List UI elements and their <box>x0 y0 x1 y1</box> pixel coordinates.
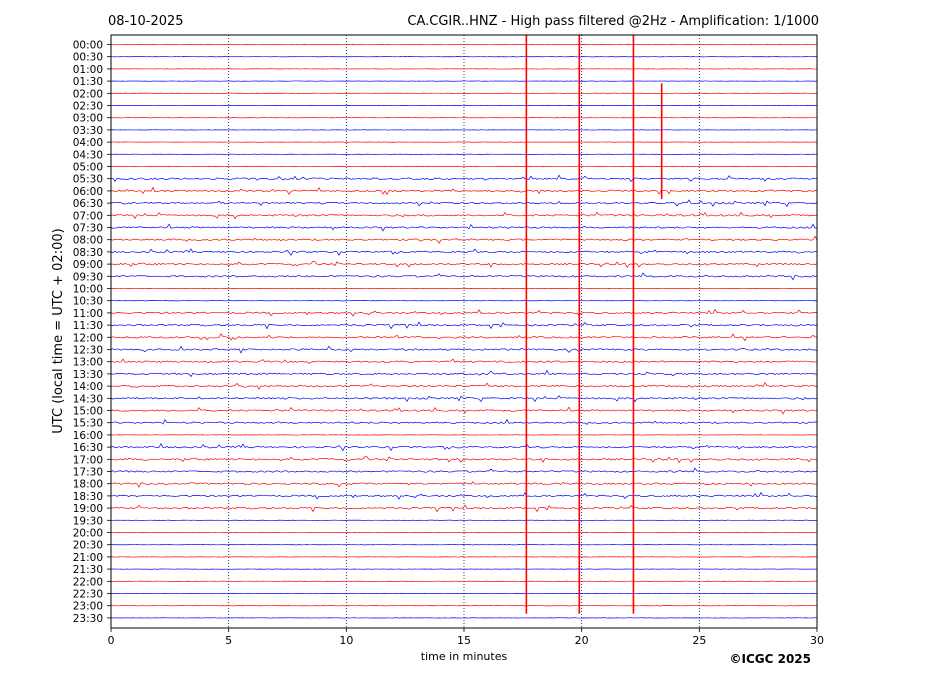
y-tick-label: 05:30 <box>73 174 103 186</box>
y-tick-label: 07:30 <box>73 223 103 235</box>
copyright-label: ©ICGC 2025 <box>729 652 811 666</box>
y-tick-label: 22:00 <box>73 576 103 588</box>
y-tick-label: 03:30 <box>73 125 103 137</box>
y-tick-label: 17:00 <box>73 454 103 466</box>
y-tick-label: 16:30 <box>73 442 103 454</box>
y-tick-label: 13:00 <box>73 357 103 369</box>
trace-line <box>110 333 818 342</box>
y-tick-label: 10:30 <box>73 296 103 308</box>
y-tick-label: 23:00 <box>73 601 103 613</box>
x-axis-label: time in minutes <box>421 650 508 663</box>
y-tick-label: 04:00 <box>73 137 103 149</box>
y-tick-label: 02:00 <box>73 88 103 100</box>
trace-line <box>110 272 818 281</box>
x-tick-label: 0 <box>108 634 115 647</box>
y-tick-label: 15:00 <box>73 406 103 418</box>
trace-line <box>110 223 818 232</box>
y-tick-label: 07:00 <box>73 210 103 222</box>
trace-line <box>110 358 818 364</box>
y-tick-label: 05:00 <box>73 162 103 174</box>
y-tick-label: 19:00 <box>73 503 103 515</box>
y-tick-label: 06:00 <box>73 186 103 198</box>
y-axis-label: UTC (local time = UTC + 02:00) <box>51 228 66 433</box>
y-tick-label: 02:30 <box>73 101 103 113</box>
y-tick-label: 14:00 <box>73 381 103 393</box>
event-spikes <box>525 35 663 614</box>
date-label: 08-10-2025 <box>108 14 184 29</box>
trace-line <box>110 418 818 425</box>
y-tick-label: 12:00 <box>73 332 103 344</box>
y-tick-label: 16:00 <box>73 430 103 442</box>
trace-line <box>110 248 818 256</box>
trace-line <box>110 406 818 415</box>
y-tick-label: 21:00 <box>73 552 103 564</box>
x-tick-label: 30 <box>810 634 824 647</box>
x-tick-label: 5 <box>225 634 232 647</box>
x-tick-label: 25 <box>692 634 706 647</box>
y-tick-label: 20:00 <box>73 528 103 540</box>
trace-line <box>110 381 818 390</box>
trace-line <box>110 235 818 244</box>
y-tick-label: 18:30 <box>73 491 103 503</box>
y-tick-label: 09:00 <box>73 259 103 271</box>
trace-line <box>110 211 818 220</box>
x-tick-label: 20 <box>575 634 589 647</box>
trace-line <box>111 261 818 269</box>
trace-lines <box>110 43 818 619</box>
trace-line <box>110 456 818 464</box>
trace-line <box>110 321 818 330</box>
trace-line <box>110 369 818 378</box>
y-tick-labels: 00:0000:3001:0001:3002:0002:3003:0003:30… <box>73 40 111 625</box>
y-tick-label: 03:00 <box>73 113 103 125</box>
y-tick-label: 14:30 <box>73 393 103 405</box>
y-tick-label: 04:30 <box>73 149 103 161</box>
trace-line <box>110 443 818 452</box>
y-tick-label: 18:00 <box>73 479 103 491</box>
y-tick-label: 11:00 <box>73 308 103 320</box>
x-tick-labels: 0 5 10 15 20 25 30 <box>108 628 824 647</box>
y-tick-label: 17:30 <box>73 467 103 479</box>
y-tick-label: 13:30 <box>73 369 103 381</box>
trace-line <box>110 186 818 196</box>
trace-line <box>110 395 818 403</box>
x-tick-label: 15 <box>457 634 471 647</box>
trace-line <box>110 345 818 354</box>
chart-title: CA.CGIR..HNZ - High pass filtered @2Hz -… <box>407 14 819 29</box>
y-tick-label: 09:30 <box>73 271 103 283</box>
y-tick-label: 00:00 <box>73 40 103 52</box>
trace-line <box>110 504 818 513</box>
y-tick-label: 08:30 <box>73 247 103 259</box>
trace-line <box>110 199 818 207</box>
y-tick-label: 06:30 <box>73 198 103 210</box>
vertical-gridlines <box>228 35 700 628</box>
y-tick-label: 20:30 <box>73 540 103 552</box>
trace-line <box>110 308 818 317</box>
trace-line <box>110 467 818 473</box>
y-tick-label: 00:30 <box>73 52 103 64</box>
y-tick-label: 01:30 <box>73 76 103 88</box>
y-tick-label: 15:30 <box>73 418 103 430</box>
x-tick-label: 10 <box>339 634 353 647</box>
y-tick-label: 10:00 <box>73 284 103 296</box>
y-tick-label: 21:30 <box>73 564 103 576</box>
y-tick-label: 11:30 <box>73 320 103 332</box>
y-tick-label: 22:30 <box>73 589 103 601</box>
y-tick-label: 08:00 <box>73 235 103 247</box>
y-tick-label: 23:30 <box>73 613 103 625</box>
trace-line <box>110 491 818 500</box>
y-tick-label: 01:00 <box>73 64 103 76</box>
y-tick-label: 19:30 <box>73 515 103 527</box>
trace-line <box>110 481 818 488</box>
trace-line <box>110 174 818 183</box>
y-tick-label: 12:30 <box>73 345 103 357</box>
